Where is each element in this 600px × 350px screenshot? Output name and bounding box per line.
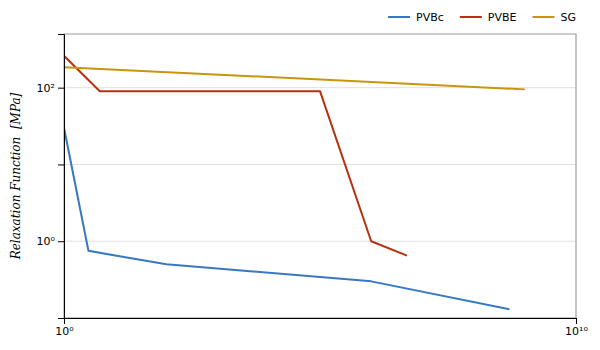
- y-tick-label: 10²: [37, 82, 55, 95]
- y-grid-line: [64, 164, 576, 165]
- x-tick-label: 10¹⁰: [565, 325, 588, 338]
- legend-item: PVBE: [460, 11, 517, 24]
- y-tick: [58, 318, 64, 319]
- y-tick-mark: [58, 241, 64, 242]
- series-line: [64, 67, 525, 89]
- x-axis: 10⁰ 10¹⁰: [55, 318, 588, 338]
- legend-label: PVBE: [488, 11, 517, 24]
- plot: 10⁰ 10¹⁰ 10⁰ 10²: [37, 34, 589, 338]
- legend-label: PVBc: [416, 11, 444, 24]
- x-tick-label: 10⁰: [55, 325, 74, 338]
- legend-swatch: [532, 16, 554, 18]
- y-axis-line: [58, 35, 65, 319]
- series-group: [64, 56, 525, 309]
- legend-item: SG: [532, 11, 576, 24]
- y-axis: 10⁰ 10²: [37, 35, 65, 319]
- series-line: [64, 56, 407, 256]
- y-tick: [58, 164, 64, 165]
- chart-container: 10⁰ 10¹⁰ 10⁰ 10² Relaxation Function [MPa] PV…: [0, 0, 600, 350]
- legend-label: SG: [560, 11, 576, 24]
- grid: [64, 34, 576, 318]
- legend: PVBc PVBE SG: [388, 11, 576, 24]
- x-axis-line: [65, 319, 577, 325]
- y-grid-line: [64, 241, 576, 242]
- legend-item: PVBc: [388, 11, 444, 24]
- plot-frame: [64, 34, 576, 318]
- x-tick: 10¹⁰: [565, 318, 588, 338]
- y-tick: 10⁰: [37, 235, 64, 248]
- y-tick-mark: [58, 164, 64, 165]
- chart: 10⁰ 10¹⁰ 10⁰ 10² Relaxation Function [MPa] PV…: [0, 0, 600, 350]
- y-axis-title: Relaxation Function [MPa]: [9, 92, 23, 260]
- series-line: [64, 128, 509, 309]
- y-tick-label: 10⁰: [37, 235, 56, 248]
- x-tick-mark: [576, 318, 577, 324]
- legend-swatch: [388, 16, 410, 18]
- y-tick: 10²: [37, 82, 64, 95]
- legend-swatch: [460, 16, 482, 18]
- y-tick-mark: [58, 318, 64, 319]
- y-tick-mark: [58, 88, 64, 89]
- x-tick: 10⁰: [55, 318, 74, 338]
